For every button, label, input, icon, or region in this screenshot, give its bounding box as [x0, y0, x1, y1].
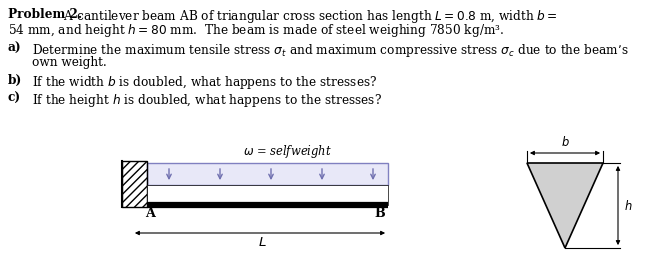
Text: A cantilever beam AB of triangular cross section has length $L = 0.8$ m, width $: A cantilever beam AB of triangular cross… — [60, 8, 558, 25]
Text: If the width $b$ is doubled, what happens to the stresses?: If the width $b$ is doubled, what happen… — [32, 74, 377, 91]
Text: b): b) — [8, 74, 22, 87]
Text: Determine the maximum tensile stress $\sigma_t$ and maximum compressive stress $: Determine the maximum tensile stress $\s… — [32, 42, 629, 59]
Text: $b$: $b$ — [561, 135, 569, 149]
Text: a): a) — [8, 42, 22, 55]
Text: 54 mm, and height $h = 80$ mm.  The beam is made of steel weighing 7850 kg/m³.: 54 mm, and height $h = 80$ mm. The beam … — [8, 22, 504, 39]
Bar — [122, 161, 147, 207]
Bar — [147, 163, 388, 185]
Polygon shape — [527, 163, 603, 248]
Text: $h$: $h$ — [624, 198, 633, 212]
Text: $L$: $L$ — [258, 236, 267, 249]
Text: own weight.: own weight. — [32, 56, 107, 69]
Bar — [147, 185, 388, 205]
Text: c): c) — [8, 92, 21, 105]
Text: $\omega$ = selfweight: $\omega$ = selfweight — [243, 143, 332, 160]
Text: A: A — [145, 207, 155, 220]
Text: If the height $h$ is doubled, what happens to the stresses?: If the height $h$ is doubled, what happe… — [32, 92, 382, 109]
Text: Problem 2.: Problem 2. — [8, 8, 82, 21]
Text: B: B — [374, 207, 384, 220]
